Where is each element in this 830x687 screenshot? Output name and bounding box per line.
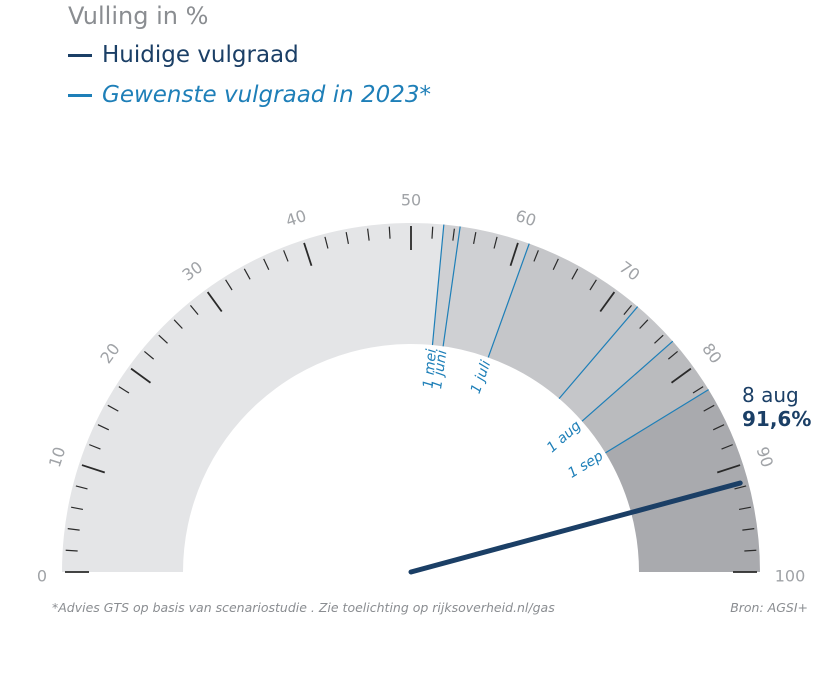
gauge-tick xyxy=(81,464,106,474)
current-value: 91,6% xyxy=(742,407,812,431)
gauge-band-3 xyxy=(582,341,709,453)
gauge-tick-label: 40 xyxy=(283,206,308,230)
gauge-tick xyxy=(97,424,110,431)
gauge-tick xyxy=(738,506,751,511)
gauge-tick xyxy=(703,404,715,412)
gauge-tick xyxy=(107,404,119,412)
gauge-tick-label: 20 xyxy=(96,340,123,368)
target-line xyxy=(581,340,674,422)
gauge-tick xyxy=(130,367,152,384)
target-label: 1 sep xyxy=(565,448,606,482)
footnote: *Advies GTS op basis van scenariostudie … xyxy=(52,600,555,615)
gauge-tick xyxy=(692,386,704,394)
gauge-band-2 xyxy=(488,243,673,422)
target-line xyxy=(431,224,445,346)
gauge-tick xyxy=(367,228,370,241)
gauge-tick xyxy=(721,444,733,450)
gauge-tick xyxy=(243,268,251,280)
gauge-tick-label: 70 xyxy=(616,257,644,284)
legend-target: Gewenste vulgraad in 2023* xyxy=(68,82,431,108)
target-line xyxy=(558,306,639,400)
gauge-tick xyxy=(599,291,616,313)
gauge-tick xyxy=(118,386,130,394)
gauge-tick xyxy=(712,424,725,431)
gauge-tick xyxy=(144,350,155,360)
target-line xyxy=(605,389,709,454)
gauge-tick-label: 60 xyxy=(513,206,538,230)
gauge-tick-label: 80 xyxy=(698,340,725,368)
gauge-tick xyxy=(67,528,80,531)
gauge-tick xyxy=(89,444,101,450)
gauge-tick xyxy=(493,236,498,249)
gauge-tick xyxy=(533,250,539,262)
gauge-tick xyxy=(472,232,477,245)
gauge-band-1 xyxy=(432,224,530,358)
chart-title: Vulling in % xyxy=(68,2,209,30)
legend-current-label: Huidige vulgraad xyxy=(102,42,299,68)
gauge-tick-label: 0 xyxy=(37,567,47,586)
target-line xyxy=(487,243,530,358)
gauge-tick xyxy=(75,485,88,490)
gauge-tick xyxy=(431,226,434,239)
gauge-tick xyxy=(589,279,597,291)
gauge-tick xyxy=(225,279,233,291)
gauge-tick-label: 90 xyxy=(753,444,777,469)
gauge-tick xyxy=(158,334,168,344)
gauge-tick xyxy=(654,334,664,344)
target-label: 1 juli xyxy=(468,358,495,395)
gauge-tick xyxy=(206,291,223,313)
gauge-tick xyxy=(742,528,755,531)
gauge-tick xyxy=(388,226,391,239)
legend-target-label: Gewenste vulgraad in 2023* xyxy=(102,82,432,108)
gauge-tick-label: 100 xyxy=(775,567,806,586)
gauge-tick xyxy=(283,250,289,262)
gauge-band-0 xyxy=(62,223,444,573)
gauge-tick xyxy=(744,549,757,552)
target-line xyxy=(442,226,461,347)
needle xyxy=(408,480,743,575)
gauge-tick xyxy=(71,506,84,511)
gauge-tick xyxy=(670,367,692,384)
gauge-band-4 xyxy=(605,389,760,572)
gauge-tick xyxy=(189,305,199,316)
gauge-tick xyxy=(65,549,78,552)
gauge-tick xyxy=(452,228,455,241)
gauge-tick xyxy=(263,258,270,271)
gauge-tick xyxy=(345,232,350,245)
target-label: 1 juni xyxy=(429,349,450,390)
target-label: 1 mei xyxy=(420,348,440,389)
gauge-tick xyxy=(303,242,313,267)
legend-target-swatch xyxy=(68,93,92,97)
target-label: 1 aug xyxy=(544,418,584,456)
gauge-tick xyxy=(552,258,559,271)
gauge-tick xyxy=(667,350,678,360)
gauge-tick xyxy=(639,319,649,329)
gauge-tick-label: 10 xyxy=(45,444,69,469)
legend-current: Huidige vulgraad xyxy=(68,42,299,68)
current-date: 8 aug xyxy=(742,383,799,407)
gauge-tick xyxy=(716,464,741,474)
current-readout: 8 aug 91,6% xyxy=(742,383,811,431)
source-note: Bron: AGSI+ xyxy=(730,600,808,615)
gauge-tick xyxy=(509,242,519,267)
gauge-tick xyxy=(324,236,329,249)
gauge-tick-label: 50 xyxy=(401,191,421,210)
gauge-tick xyxy=(734,485,747,490)
gauge-tick xyxy=(571,268,579,280)
legend-current-swatch xyxy=(68,53,92,57)
gauge-tick-label: 30 xyxy=(179,257,207,284)
gauge-tick xyxy=(173,319,183,329)
gauge-tick xyxy=(623,305,633,316)
